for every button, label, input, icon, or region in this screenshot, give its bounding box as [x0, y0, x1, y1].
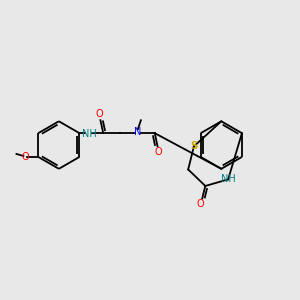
Text: O: O: [22, 152, 29, 162]
Text: O: O: [197, 199, 205, 209]
Text: S: S: [190, 141, 198, 152]
Text: NH: NH: [82, 129, 97, 139]
Text: N: N: [134, 127, 142, 137]
Text: O: O: [95, 109, 103, 119]
Text: O: O: [155, 147, 163, 157]
Text: NH: NH: [221, 174, 236, 184]
